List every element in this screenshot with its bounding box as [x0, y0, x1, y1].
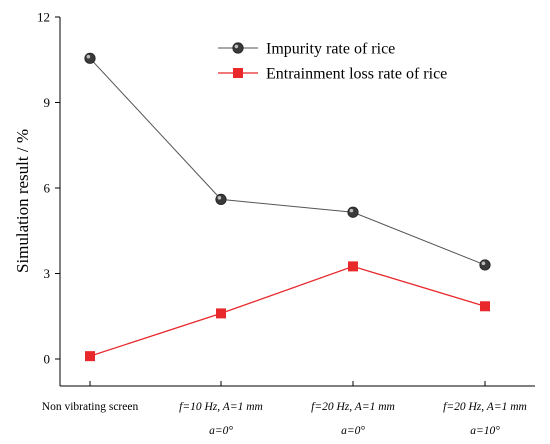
x-tick-label-line2: a=0°	[341, 425, 365, 437]
series-1	[84, 52, 491, 271]
x-tick-label: f=20 Hz, A=1 mm	[443, 401, 527, 413]
series-line	[89, 265, 486, 357]
data-point-highlight	[349, 208, 354, 213]
y-tick-label: 6	[44, 181, 51, 196]
data-point	[480, 301, 490, 312]
x-ticks: Non vibrating screen f=10 Hz, A=1 mm a=0° f…	[42, 381, 527, 437]
data-point	[348, 261, 358, 272]
x-tick-label: f=10 Hz, A=1 mm	[179, 401, 263, 413]
data-point-highlight	[86, 54, 91, 59]
legend-marker	[233, 68, 243, 78]
series-layer	[84, 52, 491, 362]
series-line	[89, 57, 486, 266]
x-tick-label-line2: a=0°	[209, 425, 233, 437]
data-point	[347, 206, 359, 218]
data-point-highlight	[481, 261, 486, 266]
series-2	[85, 261, 490, 362]
data-point-highlight	[217, 196, 222, 200]
data-point	[84, 52, 96, 64]
data-point	[85, 351, 95, 362]
legend-item: Impurity rate of rice	[218, 41, 395, 58]
legend-item: Entrainment loss rate of rice	[218, 66, 447, 83]
x-tick-label: f=20 Hz, A=1 mm	[311, 401, 395, 413]
legend: Impurity rate of rice Entrainment loss ra…	[218, 41, 447, 83]
y-tick-label: 9	[44, 95, 51, 110]
x-tick-label-line2: a=10°	[470, 425, 500, 437]
legend-marker-highlight	[234, 44, 239, 49]
y-tick-label: 12	[37, 10, 50, 25]
y-tick-label: 3	[44, 266, 51, 281]
legend-label: Entrainment loss rate of rice	[266, 66, 447, 83]
data-point	[479, 259, 491, 271]
x-tick-label: Non vibrating screen	[42, 401, 139, 413]
data-point	[216, 308, 226, 319]
y-axis-title: Simulation result / %	[13, 129, 32, 273]
y-tick-label: 0	[44, 352, 51, 367]
data-point	[215, 193, 227, 205]
legend-label: Impurity rate of rice	[266, 41, 395, 58]
y-ticks: 0 3 6 9 12	[37, 10, 60, 367]
axes	[59, 17, 535, 387]
legend-marker	[232, 42, 244, 54]
